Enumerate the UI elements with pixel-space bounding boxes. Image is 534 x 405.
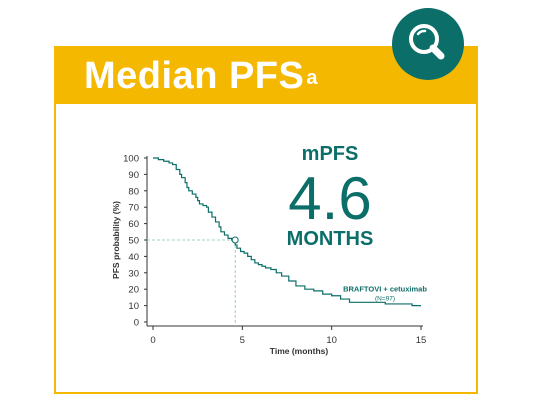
card-title-text: Median PFS [84,55,305,97]
y-tick-label: 100 [123,154,139,165]
median-point-marker [231,236,239,244]
card-title-superscript: a [306,67,318,89]
x-tick-label: 5 [240,335,245,346]
x-tick-label: 10 [326,335,337,346]
mpfs-unit: MONTHS [286,228,374,250]
card-title: Median PFS a [84,54,318,98]
y-tick-label: 50 [128,236,139,247]
mpfs-value: 4.6 [288,165,372,232]
median-pfs-card: Median PFS a [54,46,478,394]
x-tick-label: 0 [150,335,155,346]
y-tick-label: 10 [128,301,139,312]
x-axis-label: Time (months) [270,346,329,356]
y-tick-label: 30 [128,268,139,279]
series-name-label: BRAFTOVI + cetuximab [343,285,427,294]
y-tick-label: 80 [128,186,139,197]
y-tick-label: 0 [134,318,139,329]
y-tick-label: 40 [128,252,139,263]
magnifier-glyph [409,24,445,60]
magnifier-search-icon [392,8,464,80]
x-tick-label: 15 [416,335,427,346]
y-tick-label: 20 [128,285,139,296]
y-tick-label: 90 [128,170,139,181]
series-count-label: (N=97) [375,296,395,303]
km-curve-series-0 [153,157,421,307]
y-axis-label: PFS probability (%) [111,201,121,279]
mpfs-label: mPFS [301,143,359,165]
y-tick-label: 60 [128,219,139,230]
y-tick-label: 70 [128,203,139,214]
